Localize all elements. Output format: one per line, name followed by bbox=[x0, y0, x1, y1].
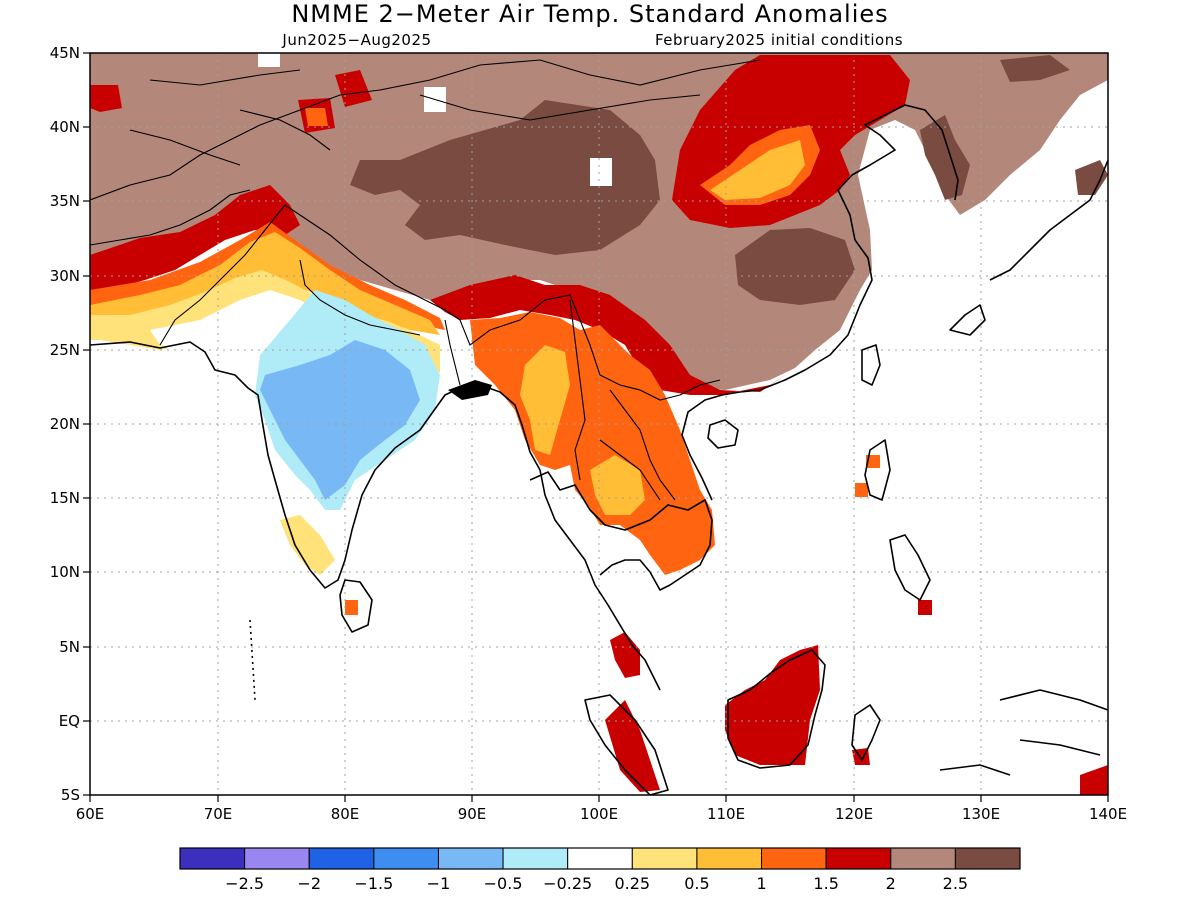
anomaly-region-1to1.5-philippines-2 bbox=[855, 483, 868, 497]
colorbar-swatch bbox=[631, 847, 698, 870]
colorbar-swatch bbox=[437, 847, 504, 870]
anomaly-region-0.5to1-laos bbox=[590, 455, 645, 515]
colorbar-labels: −2.5 −2 −1.5 −1 −0.5 −0.25 0.25 0.5 1 1.5 2 2.5 bbox=[225, 874, 968, 893]
colorbar-label: −0.25 bbox=[543, 874, 592, 893]
colorbar: −2.5 −2 −1.5 −1 −0.5 −0.25 0.25 0.5 1 1.5 2 2.5 bbox=[179, 847, 1021, 893]
colorbar-swatch bbox=[373, 847, 439, 870]
x-tick-label: 80E bbox=[331, 805, 360, 823]
colorbar-label: 1 bbox=[756, 874, 766, 893]
y-tick-label: 20N bbox=[50, 415, 80, 433]
subtitle-initial-conditions: February2025 initial conditions bbox=[655, 31, 903, 49]
map-title: NMME 2−Meter Air Temp. Standard Anomalie… bbox=[291, 0, 888, 28]
country-borders bbox=[90, 59, 761, 501]
colorbar-swatches bbox=[179, 847, 1021, 870]
y-tick-label: 35N bbox=[50, 192, 80, 210]
x-tick-label: 100E bbox=[580, 805, 618, 823]
y-tick-labels: 45N 40N 35N 30N 25N 20N 15N 10N 5N EQ 5S bbox=[50, 44, 80, 804]
y-tick-label: EQ bbox=[59, 712, 80, 730]
anomaly-region-2.5plus-central-china bbox=[735, 228, 855, 305]
anomaly-region-1.5to2-pakistan bbox=[90, 185, 300, 295]
x-tick-label: 140E bbox=[1089, 805, 1127, 823]
colorbar-swatch bbox=[502, 847, 569, 870]
anomaly-region-0.5to1-north-china bbox=[710, 140, 805, 200]
map-panel bbox=[90, 53, 1108, 795]
colorbar-label: −1.5 bbox=[354, 874, 393, 893]
grid bbox=[90, 53, 1108, 795]
colorbar-label: 2.5 bbox=[943, 874, 968, 893]
colorbar-swatch bbox=[890, 847, 956, 870]
colorbar-swatch bbox=[761, 847, 827, 870]
anomaly-region-2.5plus-tibet bbox=[350, 100, 660, 255]
anomaly-region-1.5to2-philippines bbox=[918, 600, 932, 615]
colorbar-label: −1 bbox=[427, 874, 451, 893]
x-tick-label: 70E bbox=[204, 805, 233, 823]
colorbar-label: 0.25 bbox=[614, 874, 650, 893]
colorbar-swatch bbox=[825, 847, 892, 870]
anomaly-region-1.5to2-png bbox=[1080, 765, 1108, 795]
y-tick-label: 10N bbox=[50, 563, 80, 581]
colorbar-swatch bbox=[244, 847, 310, 870]
y-tick-label: 5N bbox=[59, 638, 80, 656]
colorbar-label: −0.5 bbox=[484, 874, 523, 893]
anomaly-region-1to1.5-central-asia bbox=[305, 108, 328, 126]
coastlines bbox=[90, 104, 1108, 795]
y-tick-label: 45N bbox=[50, 44, 80, 62]
anomaly-region-1.5to2-central-asia-3 bbox=[335, 70, 372, 107]
colorbar-swatch bbox=[696, 847, 763, 870]
colorbar-frame bbox=[179, 847, 1021, 870]
y-tick-label: 30N bbox=[50, 267, 80, 285]
axis-ticks bbox=[83, 52, 1109, 802]
anomaly-region-1to1.5-sri-lanka bbox=[345, 600, 358, 615]
x-tick-label: 120E bbox=[835, 805, 873, 823]
x-tick-label: 90E bbox=[458, 805, 487, 823]
anomaly-region-0.25to0.5-south-india bbox=[280, 515, 335, 575]
y-tick-label: 40N bbox=[50, 118, 80, 136]
colorbar-label: 1.5 bbox=[813, 874, 838, 893]
colorbar-swatch bbox=[954, 847, 1021, 870]
x-tick-label: 130E bbox=[962, 805, 1000, 823]
x-tick-label: 110E bbox=[707, 805, 745, 823]
colorbar-swatch bbox=[567, 847, 633, 870]
colorbar-label: −2.5 bbox=[225, 874, 264, 893]
anomaly-region-1.5to2-malaya bbox=[610, 632, 640, 678]
subtitle-period: Jun2025−Aug2025 bbox=[281, 31, 431, 49]
colorbar-swatch bbox=[179, 847, 246, 870]
x-tick-label: 60E bbox=[76, 805, 105, 823]
colorbar-swatch bbox=[308, 847, 375, 870]
anomaly-region-1to1.5-philippines-1 bbox=[866, 455, 880, 468]
x-tick-labels: 60E 70E 80E 90E 100E 110E 120E 130E 140E bbox=[76, 805, 1127, 823]
y-tick-label: 5S bbox=[61, 786, 80, 804]
anomaly-region-1.5to2-central-asia-1 bbox=[90, 85, 122, 112]
anomaly-region-1.5to2-borneo bbox=[725, 645, 820, 765]
colorbar-label: −2 bbox=[297, 874, 321, 893]
y-tick-label: 15N bbox=[50, 489, 80, 507]
anomaly-region-2.5plus-mongolia-east bbox=[1000, 55, 1070, 82]
colorbar-label: 0.5 bbox=[684, 874, 709, 893]
anomaly-region-2.5plus-japan bbox=[1075, 160, 1108, 195]
bangladesh-coast-fill bbox=[448, 380, 492, 400]
anomaly-region-neg0.5to1-central-india bbox=[260, 340, 420, 500]
colorbar-label: 2 bbox=[886, 874, 896, 893]
y-tick-label: 25N bbox=[50, 341, 80, 359]
anomaly-region-1.5to2-sumatra bbox=[605, 700, 660, 792]
anomaly-region-0.5to1-myanmar bbox=[520, 345, 570, 455]
